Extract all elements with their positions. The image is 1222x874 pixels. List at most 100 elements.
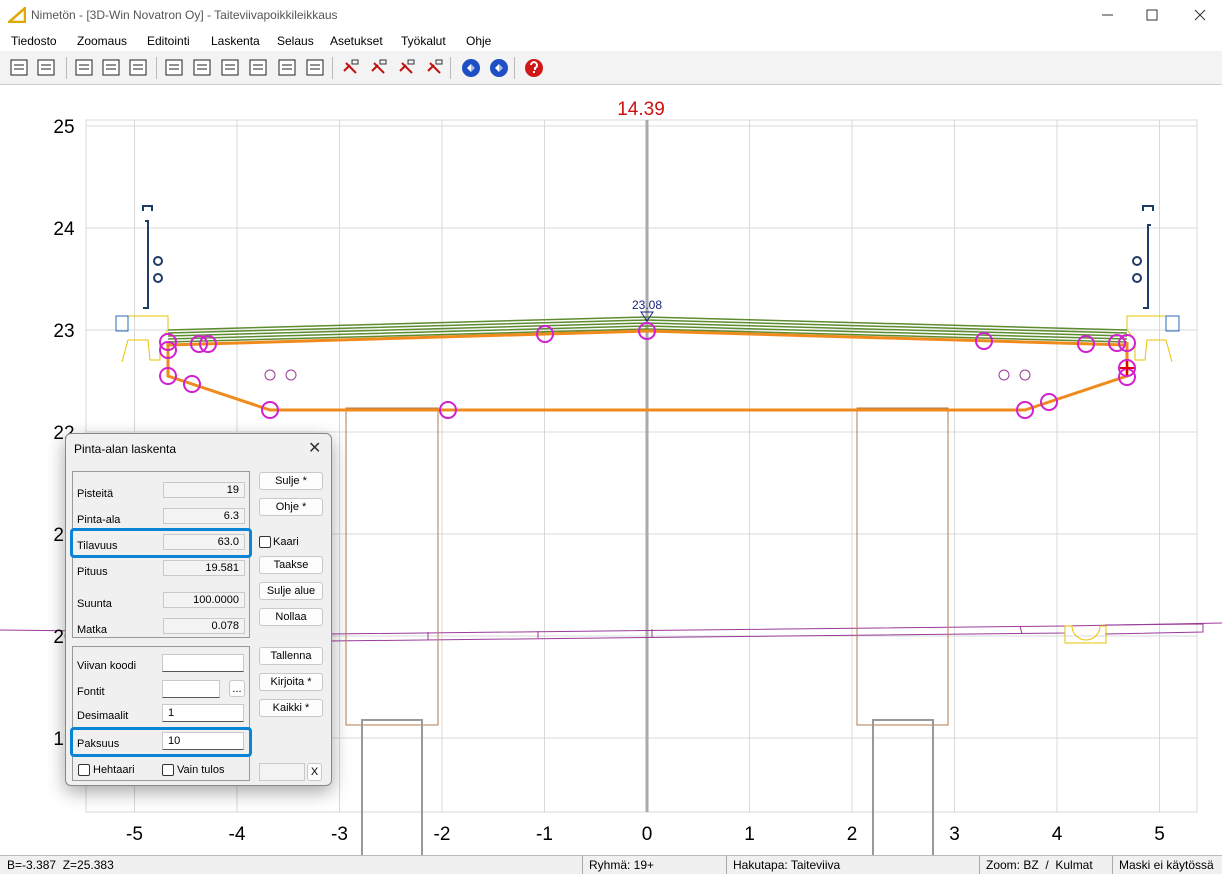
- status-field: Zoom: BZ / Kulmat: [986, 858, 1093, 872]
- dialog-button[interactable]: Kaikki *: [259, 699, 323, 717]
- setting-input[interactable]: [162, 680, 220, 698]
- status-separator: [979, 856, 980, 874]
- small-field[interactable]: [259, 763, 305, 781]
- menu-item[interactable]: Työkalut: [401, 34, 446, 48]
- toolbar-button[interactable]: [523, 57, 545, 79]
- checkbox-label: Hehtaari: [93, 764, 135, 776]
- status-bar: B=-3.387 Z=25.383 Ryhmä: 19+ Hakutapa: Tai…: [0, 855, 1222, 874]
- field-label: Tilavuus: [77, 540, 118, 552]
- setting-input[interactable]: [162, 654, 244, 672]
- pile: [361, 719, 934, 855]
- toolbar-button[interactable]: [8, 57, 30, 79]
- status-field: Hakutapa: Taiteviiva: [733, 858, 841, 872]
- break-line: [166, 329, 1129, 412]
- menu-item[interactable]: Ohje: [466, 34, 492, 48]
- toolbar-separator: [450, 57, 451, 79]
- height-marker: [640, 311, 654, 322]
- x-tick-label: -2: [434, 824, 451, 845]
- x-tick-label: 2: [847, 824, 858, 845]
- small-marker: [264, 369, 1031, 381]
- toolbar-button[interactable]: [191, 57, 213, 79]
- bracket: [142, 205, 1154, 309]
- x-tick-label: -5: [126, 824, 143, 845]
- settings-group: [72, 646, 250, 781]
- checkbox-label: Vain tulos: [177, 764, 225, 776]
- area-dialog: Pinta-alan laskenta ✕ Pisteitä 19 Pinta-ala 6…: [65, 433, 332, 786]
- section-station: 14.39: [617, 99, 665, 120]
- status-field: Maski ei käytössä: [1119, 858, 1214, 872]
- toolbar-button[interactable]: [368, 57, 390, 79]
- dialog-button[interactable]: Tallenna: [259, 647, 323, 665]
- field-value: 100.0000: [163, 592, 245, 608]
- toolbar-button[interactable]: [424, 57, 446, 79]
- checkbox[interactable]: [162, 764, 174, 776]
- menu-item[interactable]: Editointi: [147, 34, 190, 48]
- dialog-button[interactable]: Sulje *: [259, 472, 323, 490]
- menu-item[interactable]: Tiedosto: [11, 34, 57, 48]
- toolbar-button[interactable]: [488, 57, 510, 79]
- dialog-button[interactable]: Kirjoita *: [259, 673, 323, 691]
- field-label: Suunta: [77, 598, 112, 610]
- cursor-cross: [1120, 361, 1134, 375]
- toolbar-button[interactable]: [247, 57, 269, 79]
- toolbar-button[interactable]: [396, 57, 418, 79]
- field-value: 63.0: [163, 534, 245, 550]
- setting-input[interactable]: 10: [162, 732, 244, 750]
- field-value: 19: [163, 482, 245, 498]
- toolbar-button[interactable]: [219, 57, 241, 79]
- toolbar-separator: [66, 57, 67, 79]
- app-icon: [8, 7, 26, 23]
- status-separator: [1112, 856, 1113, 874]
- toolbar-button[interactable]: [340, 57, 362, 79]
- x-tick-label: -3: [331, 824, 348, 845]
- setting-input[interactable]: 1: [162, 704, 244, 722]
- dialog-button[interactable]: Taakse: [259, 556, 323, 574]
- checkbox[interactable]: [78, 764, 90, 776]
- x-tick-label: 0: [642, 824, 653, 845]
- x-tick-label: 4: [1052, 824, 1063, 845]
- dialog-button[interactable]: Ohje *: [259, 498, 323, 516]
- window-title: Nimetön - [3D-Win Novatron Oy] - Taitevi…: [31, 8, 338, 22]
- y-tick-label: 23: [53, 321, 74, 342]
- menu-item[interactable]: Laskenta: [211, 34, 260, 48]
- field-label: Pituus: [77, 566, 108, 578]
- menu-item[interactable]: Selaus: [277, 34, 314, 48]
- dialog-title: Pinta-alan laskenta: [74, 442, 177, 456]
- highlight: [70, 528, 252, 558]
- edge-marker: [115, 315, 1180, 332]
- dialog-button[interactable]: Nollaa: [259, 608, 323, 626]
- toolbar-button[interactable]: [276, 57, 298, 79]
- toolbar-button[interactable]: [304, 57, 326, 79]
- setting-label: Paksuus: [77, 738, 120, 750]
- browse-button[interactable]: ...: [229, 680, 245, 697]
- toolbar-button[interactable]: [163, 57, 185, 79]
- field-label: Matka: [77, 624, 107, 636]
- setting-label: Desimaalit: [77, 710, 129, 722]
- y-tick-label: 24: [53, 219, 75, 240]
- point-marker: [159, 322, 1136, 419]
- clear-button[interactable]: X: [307, 763, 322, 781]
- dialog-close[interactable]: ✕: [308, 440, 322, 457]
- toolbar-separator: [514, 57, 515, 79]
- toolbar-button[interactable]: [127, 57, 149, 79]
- toolbar-button[interactable]: [460, 57, 482, 79]
- status-separator: [582, 856, 583, 874]
- toolbar-separator: [156, 57, 157, 79]
- toolbar-button[interactable]: [100, 57, 122, 79]
- toolbar-separator: [332, 57, 333, 79]
- menu-item[interactable]: Asetukset: [330, 34, 383, 48]
- status-field: Ryhmä: 19+: [589, 858, 655, 872]
- toolbar-button[interactable]: [73, 57, 95, 79]
- toolbar-button[interactable]: [35, 57, 57, 79]
- dialog-button[interactable]: Sulje alue: [259, 582, 323, 600]
- highlight: [70, 727, 252, 757]
- x-tick-label: 5: [1154, 824, 1165, 845]
- x-tick-label: -1: [536, 824, 553, 845]
- toolbar: [0, 51, 1222, 85]
- x-tick-label: -4: [229, 824, 246, 845]
- window-controls[interactable]: [1096, 6, 1216, 24]
- menu-item[interactable]: Zoomaus: [77, 34, 128, 48]
- checkbox-label: Kaari: [273, 536, 299, 548]
- checkbox[interactable]: [259, 536, 271, 548]
